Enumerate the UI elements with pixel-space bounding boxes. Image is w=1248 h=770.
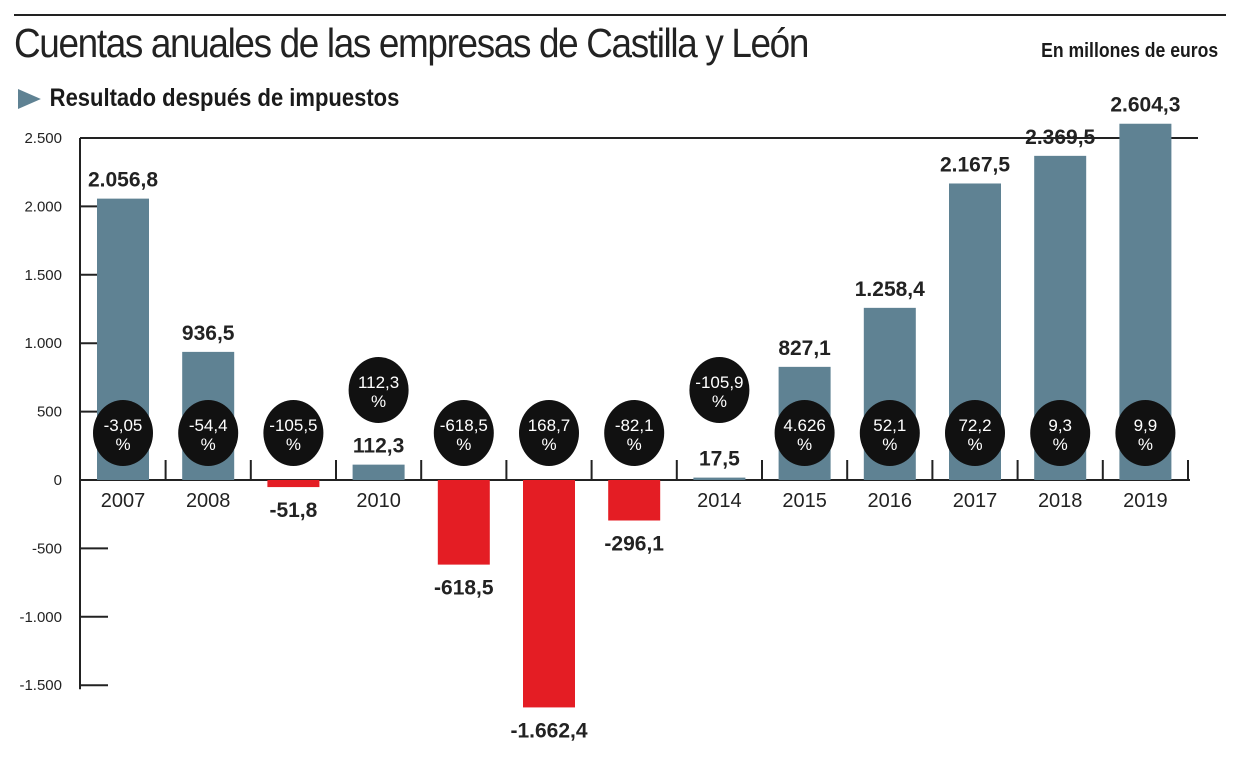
y-tick-label: 2.000 xyxy=(24,198,62,215)
change-circle xyxy=(93,400,153,466)
change-unit: % xyxy=(1053,435,1068,454)
bar-2012 xyxy=(523,480,575,708)
x-tick-label: 2015 xyxy=(782,490,827,512)
change-value: -3,05 xyxy=(104,416,143,435)
y-tick-label: -1.000 xyxy=(19,609,62,626)
chart-title: Cuentas anuales de las empresas de Casti… xyxy=(14,20,809,66)
change-value: 9,3 xyxy=(1048,416,1072,435)
y-tick-label: 1.000 xyxy=(24,335,62,352)
change-value: -105,5 xyxy=(269,416,317,435)
top-rule xyxy=(14,14,1226,16)
value-label: -296,1 xyxy=(604,533,664,556)
change-circle xyxy=(348,357,409,423)
change-unit: % xyxy=(967,435,982,454)
bar-2014 xyxy=(693,477,746,480)
y-tick-label: 2.500 xyxy=(24,130,62,147)
value-label: 2.369,5 xyxy=(1025,126,1095,149)
x-tick-label: 2018 xyxy=(1038,490,1083,512)
x-tick-label: 2016 xyxy=(868,490,913,512)
chart-subtitle: Resultado después de impuestos xyxy=(18,84,399,113)
x-tick-label: 2010 xyxy=(356,490,401,512)
change-value: -54,4 xyxy=(189,416,228,435)
change-circle xyxy=(263,400,324,466)
change-circle xyxy=(1030,400,1091,466)
value-label: 2.056,8 xyxy=(88,169,158,192)
value-label: 2.167,5 xyxy=(940,153,1010,176)
change-unit: % xyxy=(115,435,130,454)
triangle-marker-icon xyxy=(18,88,41,109)
change-circle xyxy=(774,400,835,466)
x-tick-label: 2008 xyxy=(186,490,231,512)
x-tick-label: 2007 xyxy=(101,490,146,512)
change-value: 112,3 xyxy=(358,373,399,392)
change-value: 52,1 xyxy=(873,416,906,435)
value-label: 827,1 xyxy=(778,337,831,360)
bar-2009 xyxy=(267,480,320,488)
value-label: -618,5 xyxy=(434,577,494,600)
y-tick-label: -500 xyxy=(32,540,62,557)
change-unit: % xyxy=(286,435,301,454)
bar-2011 xyxy=(437,480,490,565)
change-circle xyxy=(689,357,750,423)
change-value: -82,1 xyxy=(615,416,654,435)
change-unit: % xyxy=(882,435,897,454)
change-value: -618,5 xyxy=(440,416,488,435)
change-circle xyxy=(519,400,579,466)
value-label: -1.662,4 xyxy=(510,719,587,742)
y-tick-label: 1.500 xyxy=(24,267,62,284)
y-tick-label: 500 xyxy=(37,404,62,421)
change-value: 72,2 xyxy=(958,416,991,435)
change-unit: % xyxy=(627,435,642,454)
change-value: 168,7 xyxy=(528,416,571,435)
change-value: 4.626 xyxy=(783,416,826,435)
x-tick-label: 2014 xyxy=(697,490,742,512)
value-label: 936,5 xyxy=(182,322,235,345)
change-circle xyxy=(178,400,239,466)
change-unit: % xyxy=(797,435,812,454)
subtitle-text: Resultado después de impuestos xyxy=(49,84,400,112)
change-unit: % xyxy=(456,435,471,454)
change-unit: % xyxy=(712,392,727,411)
value-label: 2.604,3 xyxy=(1110,94,1180,117)
change-unit: % xyxy=(371,392,386,411)
value-label: 112,3 xyxy=(353,435,404,458)
change-unit: % xyxy=(201,435,216,454)
x-tick-label: 2017 xyxy=(953,490,998,512)
units-label: En millones de euros xyxy=(1040,40,1218,62)
y-tick-label: -1.500 xyxy=(19,677,62,694)
value-label: -51,8 xyxy=(269,499,317,522)
change-unit: % xyxy=(1138,435,1153,454)
change-value: 9,9 xyxy=(1134,416,1158,435)
change-circle xyxy=(604,400,665,466)
bar-2010 xyxy=(352,464,405,480)
change-circle xyxy=(433,400,494,466)
value-label: 17,5 xyxy=(699,448,740,471)
value-label: 1.258,4 xyxy=(855,278,925,301)
bar-2013 xyxy=(608,480,661,521)
change-value: -105,9 xyxy=(695,373,743,392)
change-circle xyxy=(859,400,920,466)
change-circle xyxy=(1115,400,1176,466)
x-tick-label: 2019 xyxy=(1123,490,1168,512)
y-tick-label: 0 xyxy=(54,472,62,489)
change-circle xyxy=(945,400,1005,466)
change-unit: % xyxy=(541,435,556,454)
